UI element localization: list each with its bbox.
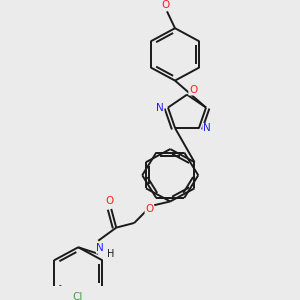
Text: N: N bbox=[96, 243, 104, 253]
Text: Cl: Cl bbox=[73, 292, 83, 300]
Text: O: O bbox=[162, 0, 170, 10]
Text: N: N bbox=[203, 124, 211, 134]
Text: H: H bbox=[106, 249, 114, 259]
Text: O: O bbox=[145, 204, 153, 214]
Text: N: N bbox=[156, 103, 164, 112]
Text: O: O bbox=[189, 85, 197, 95]
Text: O: O bbox=[105, 196, 113, 206]
